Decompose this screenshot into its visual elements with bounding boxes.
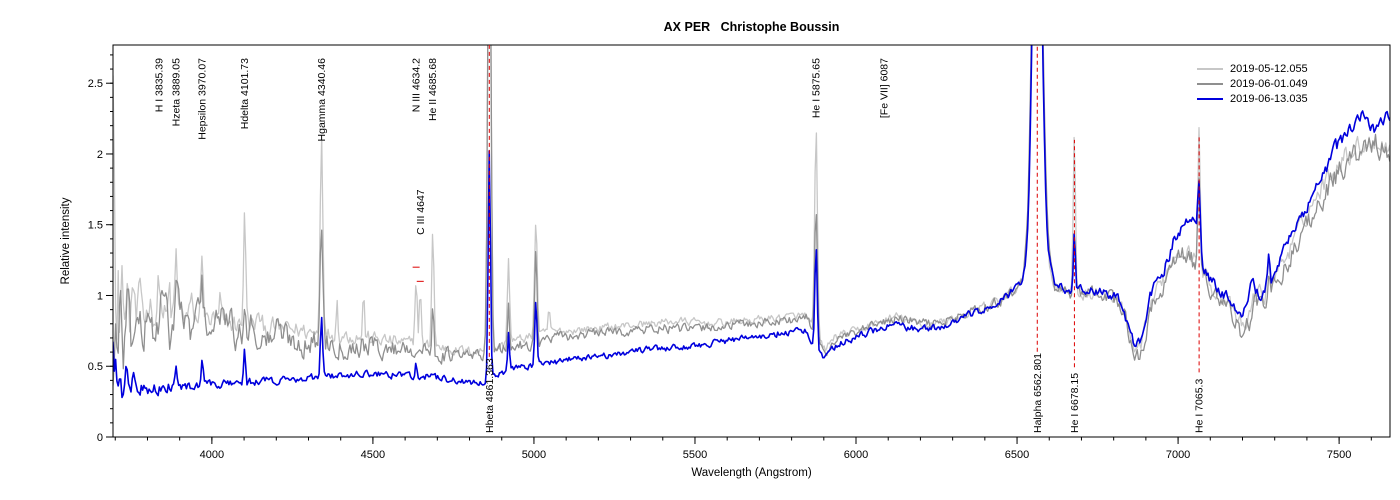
- x-tick-label: 6000: [844, 449, 868, 461]
- x-axis-label: Wavelength (Angstrom): [691, 467, 812, 479]
- spectral-line-label: [Fe VII] 6087: [879, 58, 891, 118]
- legend-line-swatch-3: [1197, 97, 1223, 100]
- spectral-line-label: He II 4685.68: [427, 58, 439, 121]
- y-tick-label: 2.5: [88, 78, 103, 90]
- spectral-line-annotations: H I 3835.39 Hzeta 3889.05 Hepsilon 3970.07…: [153, 45, 1206, 433]
- chart-title: AX PER Christophe Boussin: [663, 20, 840, 34]
- spectral-line-label: Hepsilon 3970.07: [197, 58, 209, 140]
- legend-entry: 2019-06-01.049: [1197, 76, 1308, 91]
- series-2019-05-12.055: [113, 45, 1390, 358]
- y-tick-label: 2: [97, 149, 103, 161]
- spectral-line-label: H I 3835.39: [153, 58, 165, 112]
- legend-label-3: 2019-06-13.035: [1230, 92, 1308, 105]
- y-tick-label: 0.5: [88, 361, 103, 373]
- series-2019-06-01.049: [113, 45, 1390, 386]
- spectral-line-label: C III 4647: [415, 189, 427, 235]
- spectral-line-label: Hgamma 4340.46: [316, 58, 328, 142]
- x-tick-label: 5000: [522, 449, 546, 461]
- spectral-line-label: N III 4634.2: [411, 58, 423, 112]
- x-tick-label: 7500: [1327, 449, 1351, 461]
- x-tick-label: 7000: [1166, 449, 1190, 461]
- legend-entry: 2019-05-12.055: [1197, 61, 1308, 76]
- x-tick-label: 5500: [683, 449, 707, 461]
- axis-ticks: [106, 54, 1372, 444]
- spectral-line-label: Hbeta 4861.363: [484, 358, 496, 433]
- spectral-line-label: He I 6678.15: [1069, 373, 1081, 433]
- legend-line-swatch-1: [1197, 67, 1223, 70]
- x-tick-label: 6500: [1005, 449, 1029, 461]
- legend: 2019-05-12.055 2019-06-01.049 2019-06-13…: [1197, 61, 1308, 106]
- spectral-line-label: Halpha 6562.801: [1032, 353, 1044, 433]
- y-axis-label: Relative intensity: [60, 197, 72, 285]
- legend-label-2: 2019-06-01.049: [1230, 77, 1308, 90]
- legend-line-swatch-2: [1197, 82, 1223, 85]
- x-tick-label: 4000: [200, 449, 224, 461]
- spectral-line-label: Hzeta 3889.05: [171, 58, 183, 126]
- tick-labels: 4000 4500 5000 5500 6000 6500 7000 7500 0 0.5 1 1.5…: [88, 78, 1352, 461]
- spectral-line-label: He I 7065.3: [1194, 379, 1206, 433]
- y-tick-label: 1: [97, 290, 103, 302]
- spectral-line-label: He I 5875.65: [810, 58, 822, 118]
- y-tick-label: 1.5: [88, 220, 103, 232]
- series-2019-06-13.035: [113, 45, 1390, 399]
- legend-entry: 2019-06-13.035: [1197, 91, 1308, 106]
- plot-frame: [112, 44, 1391, 438]
- series-group: [113, 45, 1390, 399]
- spectral-line-label: Hdelta 4101.73: [239, 58, 251, 129]
- legend-label-1: 2019-05-12.055: [1230, 62, 1308, 75]
- y-tick-label: 0: [97, 432, 103, 444]
- x-tick-label: 4500: [361, 449, 385, 461]
